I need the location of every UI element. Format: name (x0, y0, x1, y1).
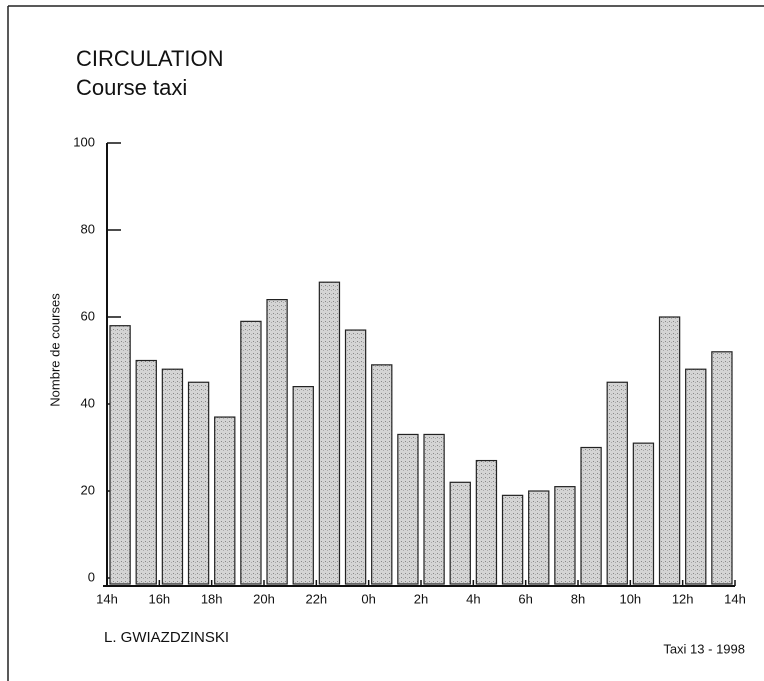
bar (711, 351, 733, 585)
y-tick-label: 60 (81, 308, 95, 323)
bar (344, 329, 367, 585)
x-tick-label: 4h (466, 591, 480, 606)
x-tick-label: 2h (414, 591, 428, 606)
bar (109, 325, 131, 585)
bar (214, 416, 236, 585)
bar (501, 494, 524, 585)
x-tick-label: 14h (724, 591, 746, 606)
bar (685, 368, 707, 585)
x-tick-label: 18h (201, 591, 223, 606)
x-tick-label: 6h (518, 591, 532, 606)
bar (135, 359, 157, 585)
chart-title: CIRCULATION (76, 46, 224, 71)
bar (292, 386, 314, 585)
bar (318, 281, 341, 585)
author: L. GWIAZDZINSKI (104, 629, 229, 646)
x-tick-label: 16h (148, 591, 170, 606)
y-tick-label: 0 (88, 569, 95, 584)
x-tick-label: 8h (571, 591, 585, 606)
bar (554, 486, 576, 585)
x-tick-label: 22h (305, 591, 327, 606)
bar (449, 481, 471, 585)
bar (397, 433, 419, 585)
bar (371, 364, 393, 585)
x-tick-label: 12h (672, 591, 694, 606)
source: Taxi 13 - 1998 (663, 641, 745, 656)
bar (240, 320, 262, 585)
bar (658, 316, 681, 585)
chart-subtitle: Course taxi (76, 75, 187, 100)
x-tick-label: 14h (96, 591, 118, 606)
bar (423, 433, 445, 585)
y-tick-label: 80 (81, 221, 95, 236)
bar (632, 442, 655, 585)
x-tick-label: 0h (361, 591, 375, 606)
bar (161, 368, 184, 585)
bar (187, 381, 210, 585)
y-tick-label: 40 (81, 395, 95, 410)
bar (580, 446, 602, 585)
y-tick-label: 100 (73, 134, 95, 149)
bar (266, 299, 288, 585)
bar (528, 490, 550, 585)
y-axis-label: Nombre de courses (47, 293, 62, 407)
bar (475, 459, 498, 585)
y-tick-label: 20 (81, 482, 95, 497)
x-tick-label: 10h (619, 591, 641, 606)
x-tick-label: 20h (253, 591, 275, 606)
bar (606, 381, 628, 585)
